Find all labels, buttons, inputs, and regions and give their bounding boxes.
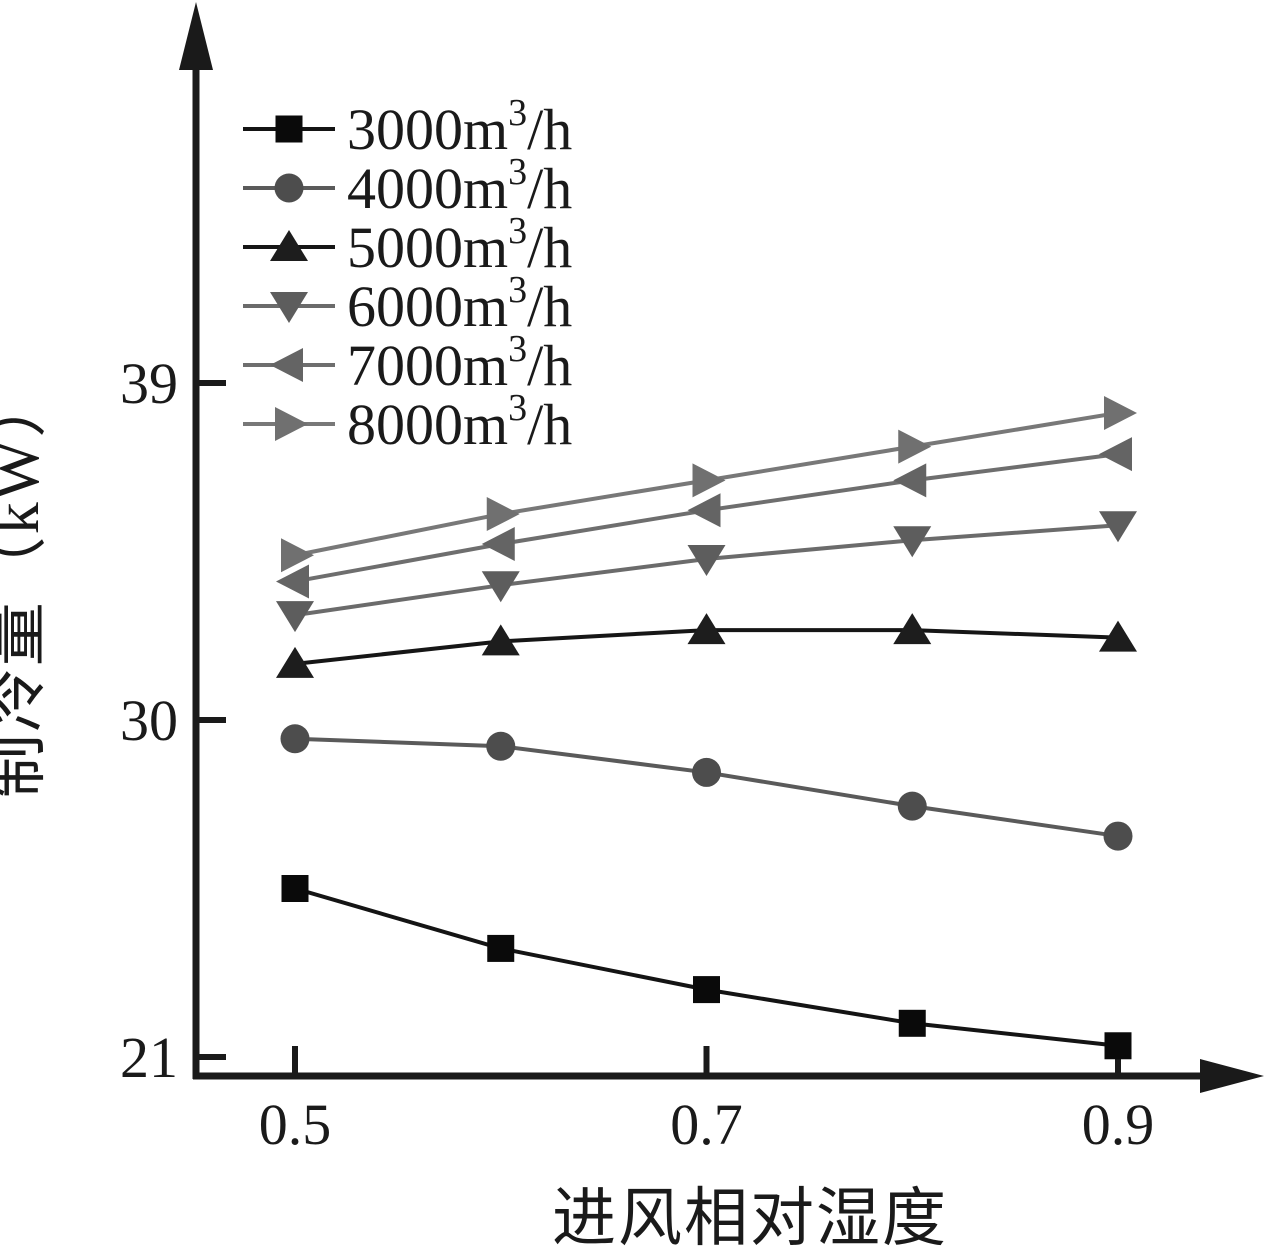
legend-item: 4000m3/h xyxy=(243,151,572,221)
data-point-square-icon xyxy=(281,875,309,902)
series-5000m3/h xyxy=(276,613,1137,678)
legend: 3000m3/h4000m3/h5000m3/h6000m3/h7000m3/h… xyxy=(243,92,572,457)
series-line xyxy=(294,736,1119,839)
data-point-triangle-right-icon xyxy=(281,538,314,573)
data-point-square-icon xyxy=(487,934,515,962)
legend-circle-icon xyxy=(274,173,304,203)
legend-triangle-right-icon xyxy=(275,407,308,441)
series-4000m3/h xyxy=(280,724,1133,851)
legend-triangle-left-icon xyxy=(270,348,303,382)
data-point-triangle-left-icon xyxy=(893,463,927,498)
data-point-triangle-down-icon xyxy=(276,601,314,633)
y-tick-label: 30 xyxy=(120,688,178,753)
legend-item: 5000m3/h xyxy=(243,210,572,280)
data-point-triangle-down-icon xyxy=(687,544,726,576)
legend-label: 3000m3/h xyxy=(347,92,572,162)
data-point-triangle-right-icon xyxy=(1104,395,1137,430)
data-point-triangle-up-icon xyxy=(276,646,314,678)
legend-label: 7000m3/h xyxy=(347,328,572,398)
data-point-triangle-up-icon xyxy=(687,613,726,645)
x-tick-label: 0.7 xyxy=(670,1092,743,1157)
x-axis-title: 进风相对湿度 xyxy=(552,1183,948,1252)
y-tick-label: 21 xyxy=(120,1025,178,1090)
data-point-triangle-up-icon xyxy=(481,624,520,656)
series-7000m3/h xyxy=(276,437,1132,599)
series-6000m3/h xyxy=(276,511,1137,633)
series-line xyxy=(294,886,1119,1048)
legend-label: 6000m3/h xyxy=(347,269,572,339)
legend-label: 8000m3/h xyxy=(347,387,572,457)
data-point-triangle-down-icon xyxy=(1099,511,1137,543)
legend-item: 6000m3/h xyxy=(243,269,572,339)
data-series xyxy=(276,395,1137,1060)
data-point-circle-icon xyxy=(897,791,927,821)
axes xyxy=(179,2,1264,1093)
legend-triangle-down-icon xyxy=(270,292,308,323)
legend-triangle-up-icon xyxy=(270,230,308,261)
legend-item: 3000m3/h xyxy=(243,92,572,162)
data-point-triangle-left-icon xyxy=(687,493,721,528)
data-point-square-icon xyxy=(693,976,720,1004)
data-point-triangle-up-icon xyxy=(1099,620,1137,652)
legend-item: 7000m3/h xyxy=(243,328,572,398)
legend-label: 4000m3/h xyxy=(347,151,572,221)
legend-item: 8000m3/h xyxy=(243,387,572,457)
y-axis-title: 制冷量（kW） xyxy=(0,372,52,798)
data-point-circle-icon xyxy=(486,731,516,761)
data-point-triangle-left-icon xyxy=(1099,437,1132,472)
x-axis-arrow-icon xyxy=(1200,1059,1264,1093)
y-axis-arrow-icon xyxy=(179,2,213,70)
data-point-triangle-down-icon xyxy=(481,571,520,603)
data-point-square-icon xyxy=(898,1009,926,1037)
data-point-circle-icon xyxy=(280,724,310,754)
y-tick-label: 39 xyxy=(120,351,178,416)
x-tick-label: 0.9 xyxy=(1082,1092,1155,1157)
data-point-circle-icon xyxy=(692,757,721,787)
data-point-triangle-left-icon xyxy=(276,564,309,599)
data-point-triangle-right-icon xyxy=(486,497,520,532)
data-point-circle-icon xyxy=(1103,821,1133,851)
data-point-triangle-up-icon xyxy=(893,613,932,645)
data-point-square-icon xyxy=(1104,1032,1132,1060)
x-tick-label: 0.5 xyxy=(259,1092,332,1157)
data-point-triangle-down-icon xyxy=(893,526,932,558)
data-point-triangle-right-icon xyxy=(692,463,726,498)
legend-label: 5000m3/h xyxy=(347,210,572,280)
data-point-triangle-left-icon xyxy=(481,527,515,562)
series-3000m3/h xyxy=(281,875,1132,1060)
data-point-triangle-right-icon xyxy=(898,429,932,464)
series-8000m3/h xyxy=(281,395,1137,573)
legend-square-icon xyxy=(275,115,303,143)
axis-ticks: 21 30 39 0.5 0.7 0.9 xyxy=(120,351,1154,1157)
